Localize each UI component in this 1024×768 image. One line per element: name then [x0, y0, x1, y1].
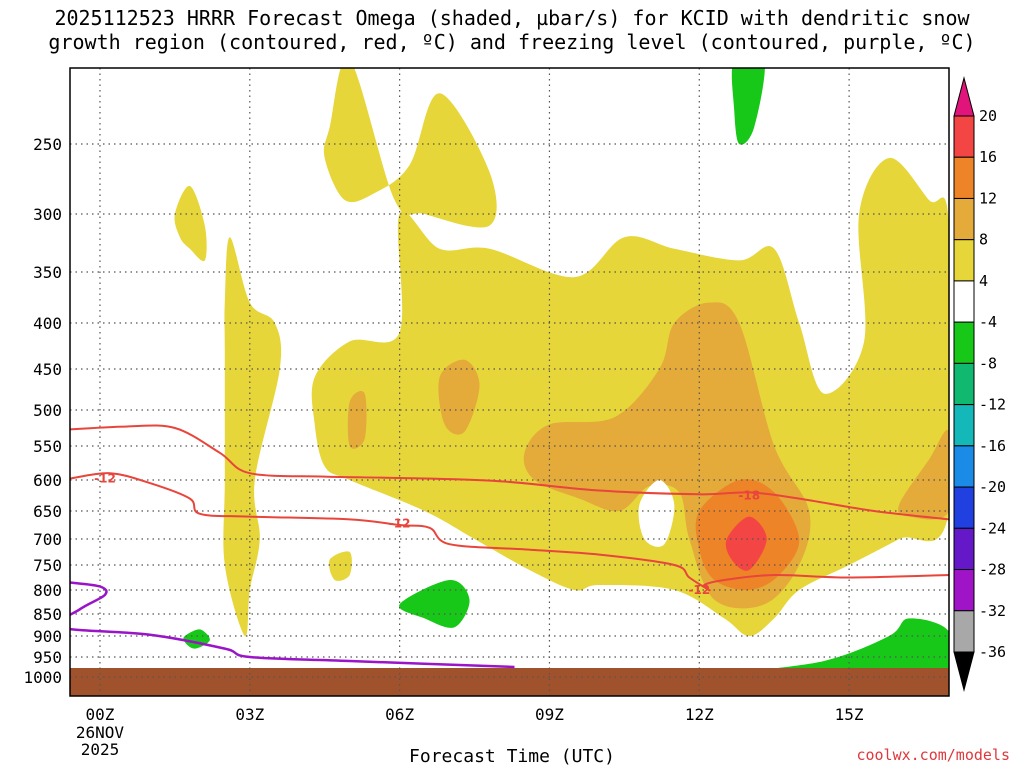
colorbar-bottom-arrow [953, 651, 975, 692]
colorbar-label-6: -8 [979, 354, 997, 372]
colorbar-label-0: 20 [979, 107, 997, 125]
x-tick-09Z: 09Z [535, 705, 564, 724]
colorbar: 20 16 12 8 4 -4 -8 -12 -16 -20 -24 -28 -32 -36 [953, 76, 1006, 692]
y-tick-300: 300 [33, 205, 62, 224]
x-tick-06Z: 06Z [385, 705, 414, 724]
colorbar-label-4: 4 [979, 272, 988, 290]
contour-label-0: -12 [94, 472, 116, 486]
y-tick-1000: 1000 [23, 668, 62, 687]
y-tick-550: 550 [33, 437, 62, 456]
colorbar-bin-1 [953, 156, 975, 199]
y-tick-650: 650 [33, 502, 62, 521]
omega-hole [638, 480, 675, 547]
plot-frame [69, 67, 950, 697]
x-tick-03Z: 03Z [235, 705, 264, 724]
contour-label-2: -12 [688, 583, 710, 597]
axes: 250 300 350 400 450 500 550 600 650 700 750 800 850 9… [23, 67, 950, 759]
y-tick-900: 900 [33, 627, 62, 646]
contour-label-1: -12 [389, 516, 411, 530]
colorbar-bin-11 [953, 569, 975, 612]
colorbar-label-1: 16 [979, 148, 997, 166]
omega-region-14 [721, 618, 949, 682]
colorbar-label-11: -28 [979, 561, 1006, 579]
colorbar-bin-0 [953, 115, 975, 158]
colorbar-label-8: -16 [979, 437, 1006, 455]
y-tick-750: 750 [33, 556, 62, 575]
colorbar-bin-5 [953, 321, 975, 364]
colorbar-label-10: -24 [979, 519, 1006, 537]
y-tick-500: 500 [33, 401, 62, 420]
y-tick-350: 350 [33, 263, 62, 282]
colorbar-bin-4 [953, 280, 975, 323]
y-tick-400: 400 [33, 314, 62, 333]
x-tick-12Z: 12Z [685, 705, 714, 724]
colorbar-label-12: -32 [979, 602, 1006, 620]
omega-region-2 [223, 237, 282, 637]
colorbar-top-arrow [953, 76, 975, 117]
colorbar-bin-3 [953, 239, 975, 282]
omega-region-11 [731, 68, 765, 145]
y-tick-450: 450 [33, 360, 62, 379]
colorbar-label-2: 12 [979, 189, 997, 207]
dgz-contour-0 [70, 424, 949, 521]
colorbar-bin-2 [953, 197, 975, 241]
y-tick-850: 850 [33, 605, 62, 624]
plot-area: -12 -12 -12 -18 [70, 68, 949, 696]
omega-region-1 [323, 68, 497, 228]
colorbar-label-7: -12 [979, 396, 1006, 414]
colorbar-label-5: -4 [979, 313, 997, 331]
chart-title: 2025112523 HRRR Forecast Omega (shaded, … [0, 6, 1024, 54]
omega-region-7 [347, 390, 367, 449]
omega-region-0 [174, 185, 207, 262]
colorbar-bin-8 [953, 445, 975, 488]
colorbar-bin-9 [953, 486, 975, 529]
freezing-level-contour [70, 581, 515, 669]
colorbar-bin-10 [953, 527, 975, 571]
x-axis-label: Forecast Time (UTC) [409, 746, 615, 767]
colorbar-label-9: -20 [979, 478, 1006, 496]
y-tick-600: 600 [33, 471, 62, 490]
x-tick-sub-1: 2025 [81, 740, 120, 759]
credit-link[interactable]: coolwx.com/models [856, 746, 1010, 764]
colorbar-label-3: 8 [979, 231, 988, 249]
plot-clip-group: -12 -12 -12 -18 [70, 68, 949, 696]
dgz-contour-1 [70, 472, 949, 592]
omega-region-8 [898, 429, 949, 520]
y-tick-700: 700 [33, 530, 62, 549]
omega-region-3 [311, 157, 949, 636]
omega-region-12 [399, 579, 470, 628]
colorbar-label-13: -36 [979, 643, 1006, 661]
omega-region-6 [438, 359, 480, 435]
contour-label-3: -18 [738, 489, 760, 503]
omega-region-10 [725, 516, 767, 571]
y-tick-250: 250 [33, 135, 62, 154]
x-tick-00Z: 00Z [86, 705, 115, 724]
y-tick-950: 950 [33, 648, 62, 667]
colorbar-bin-7 [953, 404, 975, 447]
title-line-1: 2025112523 HRRR Forecast Omega (shaded, … [54, 6, 970, 30]
y-tick-800: 800 [33, 581, 62, 600]
terrain-band [70, 668, 949, 696]
x-tick-sub-0: 26NOV [76, 723, 125, 742]
colorbar-bin-12 [953, 610, 975, 653]
title-line-2: growth region (contoured, red, ºC) and f… [48, 30, 976, 54]
omega-region-4 [328, 551, 352, 581]
colorbar-bin-6 [953, 362, 975, 406]
x-tick-15Z: 15Z [835, 705, 864, 724]
